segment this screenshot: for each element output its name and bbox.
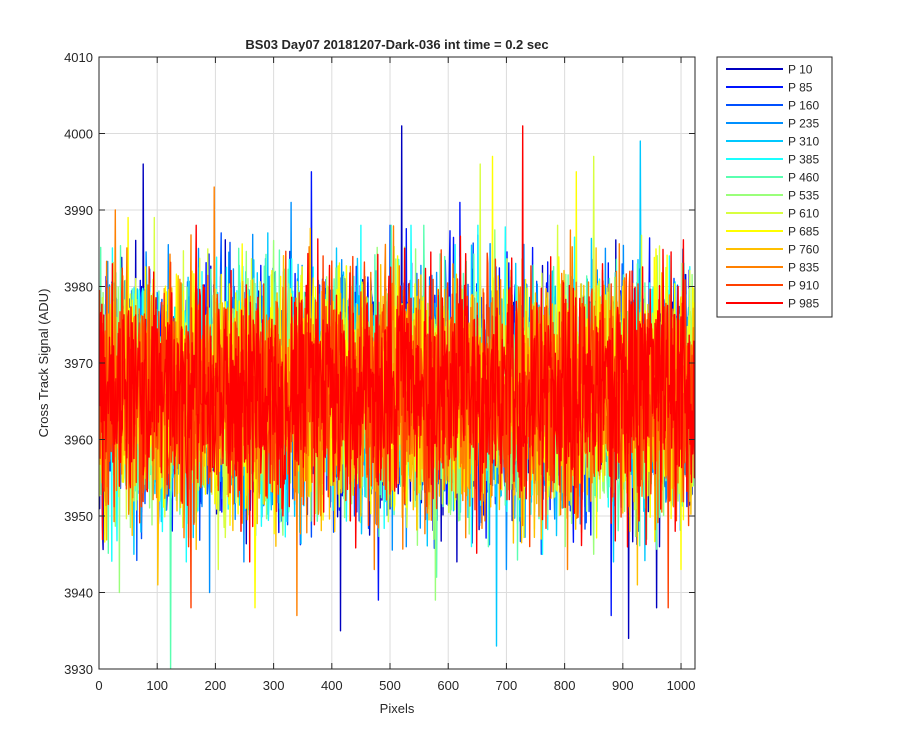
legend-label: P 385 [788, 153, 819, 167]
series-layer [99, 125, 695, 669]
x-tick-label: 400 [321, 678, 343, 693]
x-tick-label: 500 [379, 678, 401, 693]
x-tick-label: 600 [437, 678, 459, 693]
y-tick-label: 3970 [64, 356, 93, 371]
y-tick-label: 3990 [64, 203, 93, 218]
x-tick-label: 800 [554, 678, 576, 693]
x-tick-label: 300 [263, 678, 285, 693]
y-tick-label: 4010 [64, 50, 93, 65]
legend-label: P 85 [788, 81, 813, 95]
legend-label: P 910 [788, 279, 819, 293]
x-tick-label: 900 [612, 678, 634, 693]
x-tick-label: 200 [205, 678, 227, 693]
x-tick-label: 100 [146, 678, 168, 693]
y-tick-label: 3960 [64, 433, 93, 448]
legend-label: P 460 [788, 171, 819, 185]
legend-label: P 10 [788, 63, 813, 77]
legend-label: P 160 [788, 99, 819, 113]
x-axis-label: Pixels [380, 701, 415, 716]
legend-label: P 985 [788, 297, 819, 311]
legend-box [716, 56, 833, 318]
series-line [99, 125, 695, 563]
legend-label: P 760 [788, 243, 819, 257]
legend-label: P 610 [788, 207, 819, 221]
chart-title: BS03 Day07 20181207-Dark-036 int time = … [245, 37, 548, 52]
legend-label: P 685 [788, 225, 819, 239]
legend-label: P 235 [788, 117, 819, 131]
y-tick-label: 3940 [64, 586, 93, 601]
y-tick-label: 3930 [64, 662, 93, 677]
y-tick-label: 3950 [64, 509, 93, 524]
y-axis-label: Cross Track Signal (ADU) [36, 289, 51, 438]
legend-label: P 535 [788, 189, 819, 203]
y-tick-label: 3980 [64, 280, 93, 295]
legend-label: P 835 [788, 261, 819, 275]
x-tick-label: 0 [95, 678, 102, 693]
y-tick-label: 4000 [64, 127, 93, 142]
legend-label: P 310 [788, 135, 819, 149]
legend: P 10 P 85 P 160 P 235 P 310 P 385 P 460 P 535 P … [716, 56, 833, 318]
axis-ticks: 0 100 200 300 400 500 600 700 800 900 1000 3930 3940… [64, 50, 695, 693]
x-tick-label: 1000 [667, 678, 696, 693]
x-tick-label: 700 [496, 678, 518, 693]
